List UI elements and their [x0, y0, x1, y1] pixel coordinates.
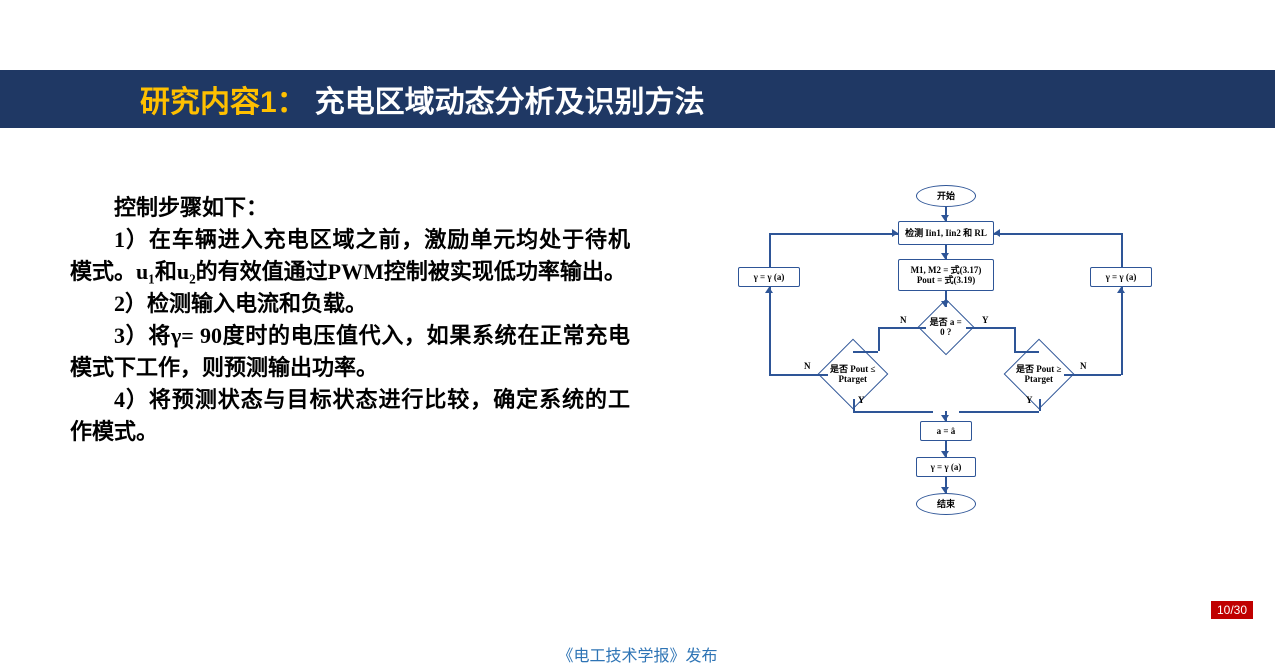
node-calc: M1, M2 = 式(3.17) Pout = 式(3.19)	[898, 259, 994, 291]
label-pgreat-n: N	[1080, 361, 1087, 371]
node-detect: 检测 Iin1, Iin2 和 RL	[898, 221, 994, 245]
label-n-left: N	[900, 315, 907, 325]
node-a-eq: a = â	[920, 421, 972, 441]
title-prefix: 研究内容1：	[140, 77, 307, 121]
label-pless-n: N	[804, 361, 811, 371]
body-text-block: 控制步骤如下： 1）在车辆进入充电区域之前，激励单元均处于待机模式。u₁和u₂的…	[70, 192, 630, 448]
node-p-greater-label: 是否 Pout ≥ Ptarget	[1015, 364, 1063, 385]
step-3: 3）将γ= 90度时的电压值代入，如果系统在正常充电模式下工作，则预测输出功率。	[70, 320, 630, 384]
page-number-badge: 10/30	[1211, 601, 1253, 619]
node-is-a0-label: 是否 a = 0 ?	[927, 317, 965, 338]
step-4: 4）将预测状态与目标状态进行比较，确定系统的工作模式。	[70, 384, 630, 448]
title-main: 充电区域动态分析及识别方法	[315, 77, 705, 121]
title-bar: 研究内容1： 充电区域动态分析及识别方法	[0, 70, 1275, 128]
label-y-right: Y	[982, 315, 989, 325]
node-start: 开始	[916, 185, 976, 207]
label-pless-y: Y	[858, 395, 865, 405]
step-2: 2）检测输入电流和负载。	[70, 288, 630, 320]
footer-source: 《电工技术学报》发布	[0, 642, 1275, 666]
node-gamma-left: γ = γ (a)	[738, 267, 800, 287]
step-intro: 控制步骤如下：	[70, 192, 630, 224]
node-p-less-label: 是否 Pout ≤ Ptarget	[829, 364, 877, 385]
node-end: 结束	[916, 493, 976, 515]
node-gamma-bottom: γ = γ (a)	[916, 457, 976, 477]
step-1: 1）在车辆进入充电区域之前，激励单元均处于待机模式。u₁和u₂的有效值通过PWM…	[70, 224, 630, 288]
node-gamma-right: γ = γ (a)	[1090, 267, 1152, 287]
label-pgreat-y: Y	[1026, 395, 1033, 405]
flowchart: 开始 检测 Iin1, Iin2 和 RL M1, M2 = 式(3.17) P…	[730, 185, 1170, 545]
